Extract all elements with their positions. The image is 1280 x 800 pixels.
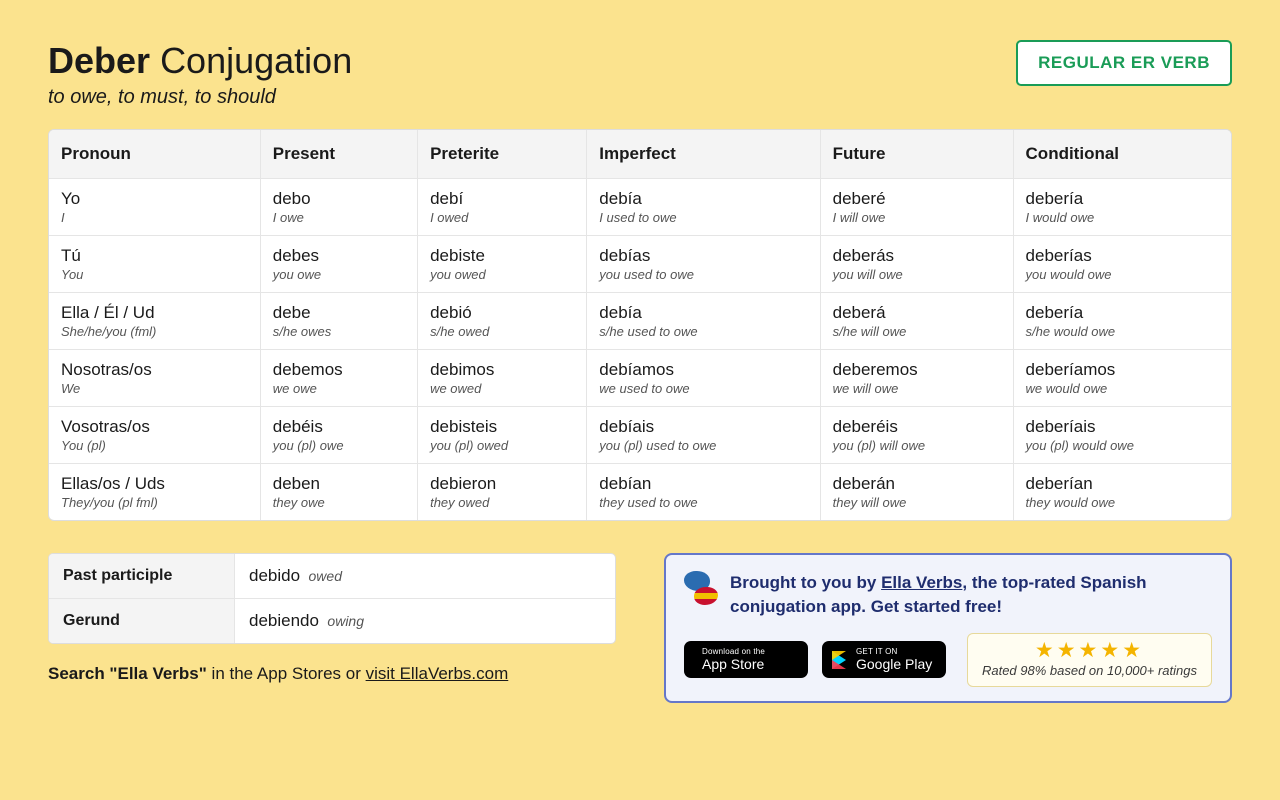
pronoun-cell: YoI — [49, 179, 261, 236]
conjugation-cell: debías/he used to owe — [587, 293, 820, 350]
star-rating: ★★★★★ — [982, 640, 1197, 661]
conjugation-cell: deberás/he will owe — [821, 293, 1014, 350]
aux-value: debido owed — [235, 554, 615, 599]
promo-box: Brought to you by Ella Verbs, the top-ra… — [664, 553, 1232, 703]
aux-value: debiendo owing — [235, 599, 615, 643]
conjugation-cell: deboI owe — [261, 179, 418, 236]
pronoun-cell: Vosotras/osYou (pl) — [49, 407, 261, 464]
table-row: TúYoudebesyou owedebisteyou oweddebíasyo… — [49, 236, 1231, 293]
conjugation-cell: debisteisyou (pl) owed — [418, 407, 587, 464]
conjugation-table: PronounPresentPreteriteImperfectFutureCo… — [48, 129, 1232, 521]
conjugation-cell: deberásyou will owe — [821, 236, 1014, 293]
conjugation-cell: debemoswe owe — [261, 350, 418, 407]
conjugation-cell: deberíaI would owe — [1014, 179, 1231, 236]
aux-label: Gerund — [49, 599, 235, 643]
column-header: Conditional — [1014, 130, 1231, 179]
pronoun-cell: Ellas/os / UdsThey/you (pl fml) — [49, 464, 261, 520]
conjugation-cell: deberíanthey would owe — [1014, 464, 1231, 520]
verb-name: Deber — [48, 40, 150, 81]
conjugation-cell: debesyou owe — [261, 236, 418, 293]
conjugation-cell: debíaI used to owe — [587, 179, 820, 236]
conjugation-cell: debes/he owes — [261, 293, 418, 350]
conjugation-cell: debiós/he owed — [418, 293, 587, 350]
aux-forms-table: Past participledebido owedGerunddebiendo… — [48, 553, 616, 644]
flag-icon — [684, 571, 718, 605]
pronoun-cell: TúYou — [49, 236, 261, 293]
conjugation-cell: debíasyou used to owe — [587, 236, 820, 293]
page-title: Deber Conjugation — [48, 40, 352, 82]
column-header: Present — [261, 130, 418, 179]
conjugation-cell: deberemoswe will owe — [821, 350, 1014, 407]
conjugation-cell: deberéI will owe — [821, 179, 1014, 236]
conjugation-cell: debíamoswe used to owe — [587, 350, 820, 407]
aux-row: Gerunddebiendo owing — [49, 599, 615, 643]
conjugation-cell: deberías/he would owe — [1014, 293, 1231, 350]
conjugation-cell: deberánthey will owe — [821, 464, 1014, 520]
conjugation-cell: debenthey owe — [261, 464, 418, 520]
table-row: Ella / Él / UdShe/he/you (fml)debes/he o… — [49, 293, 1231, 350]
conjugation-cell: debieronthey owed — [418, 464, 587, 520]
aux-row: Past participledebido owed — [49, 554, 615, 599]
conjugation-cell: deberíaisyou (pl) would owe — [1014, 407, 1231, 464]
google-play-icon — [832, 651, 848, 669]
table-row: Ellas/os / UdsThey/you (pl fml)debenthey… — [49, 464, 1231, 520]
aux-label: Past participle — [49, 554, 235, 599]
verb-type-button[interactable]: REGULAR ER VERB — [1016, 40, 1232, 86]
rating-box: ★★★★★ Rated 98% based on 10,000+ ratings — [967, 633, 1212, 687]
search-plain: in the App Stores or — [207, 664, 366, 683]
column-header: Future — [821, 130, 1014, 179]
conjugation-cell: debíI owed — [418, 179, 587, 236]
app-store-badge[interactable]: Download on the App Store — [684, 641, 808, 678]
conjugation-cell: debisteyou owed — [418, 236, 587, 293]
ellaverbs-link[interactable]: visit EllaVerbs.com — [366, 664, 509, 683]
table-row: YoIdeboI owedebíI oweddebíaI used to owe… — [49, 179, 1231, 236]
column-header: Imperfect — [587, 130, 820, 179]
search-instruction: Search "Ella Verbs" in the App Stores or… — [48, 664, 616, 684]
promo-text: Brought to you by Ella Verbs, the top-ra… — [730, 571, 1212, 619]
search-bold: Search "Ella Verbs" — [48, 664, 207, 683]
ella-verbs-link[interactable]: Ella Verbs — [881, 573, 962, 592]
column-header: Pronoun — [49, 130, 261, 179]
conjugation-cell: debéisyou (pl) owe — [261, 407, 418, 464]
conjugation-cell: deberéisyou (pl) will owe — [821, 407, 1014, 464]
pronoun-cell: Nosotras/osWe — [49, 350, 261, 407]
conjugation-cell: debimoswe owed — [418, 350, 587, 407]
pronoun-cell: Ella / Él / UdShe/he/you (fml) — [49, 293, 261, 350]
conjugation-cell: debíaisyou (pl) used to owe — [587, 407, 820, 464]
rating-text: Rated 98% based on 10,000+ ratings — [982, 663, 1197, 678]
table-row: Vosotras/osYou (pl)debéisyou (pl) owedeb… — [49, 407, 1231, 464]
verb-translation: to owe, to must, to should — [48, 86, 352, 109]
conjugation-cell: deberíamoswe would owe — [1014, 350, 1231, 407]
conjugation-cell: debíanthey used to owe — [587, 464, 820, 520]
google-play-badge[interactable]: GET IT ON Google Play — [822, 641, 946, 678]
conjugation-cell: deberíasyou would owe — [1014, 236, 1231, 293]
column-header: Preterite — [418, 130, 587, 179]
title-suffix: Conjugation — [160, 40, 352, 81]
table-row: Nosotras/osWedebemoswe owedebimoswe owed… — [49, 350, 1231, 407]
